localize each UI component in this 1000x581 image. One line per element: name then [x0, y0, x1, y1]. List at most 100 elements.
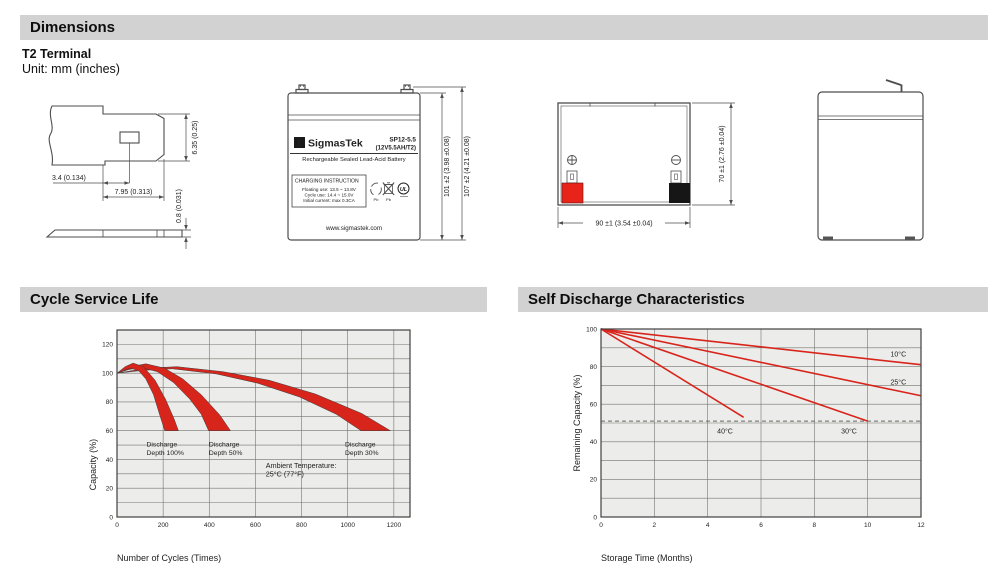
- positive-terminal-block: [561, 182, 584, 204]
- tick-labels: 0 200 400 600 800 1000 1200 0 20 40 60 80 100 120: [102, 342, 401, 529]
- svg-text:10: 10: [864, 522, 872, 529]
- svg-text:800: 800: [296, 522, 307, 529]
- website: www.sigmastek.com: [325, 225, 382, 232]
- charging-instruction-box: CHARGING INSTRUCTION Floating use: 13.5 …: [291, 174, 367, 208]
- ul-label: UL: [400, 187, 408, 193]
- foot-right: [905, 236, 915, 240]
- tick-labels: 0 2 4 6 8 10 12 0 20 40 60 80 100: [586, 326, 925, 529]
- charging-line-2: Cycle use: 14.4 ~ 15.0V: [305, 193, 355, 198]
- dimension-arrows: [440, 87, 464, 240]
- brand-name: SigmasTek: [308, 138, 363, 150]
- plot-border: [600, 328, 922, 518]
- battery-side-view: [817, 79, 924, 241]
- dim-width: 90 ±1 (3.54 ±0.04): [595, 221, 652, 228]
- svg-text:0: 0: [593, 514, 597, 521]
- unit-note: Unit: mm (inches): [22, 62, 120, 76]
- capacity-band: [116, 362, 179, 431]
- terminal-side-bar: [45, 229, 183, 238]
- dimension-arrows: [558, 103, 733, 225]
- section-header-dimensions: Dimensions: [20, 15, 988, 40]
- side-lid-seam: [818, 115, 923, 120]
- y-axis-label: Remaining Capacity (%): [572, 374, 582, 471]
- svg-text:8: 8: [813, 522, 817, 529]
- battery-front-view: Σ SigmasTek SP12-5.5 (12V5.5AH/T2) Recha…: [287, 84, 471, 241]
- svg-text:60: 60: [106, 428, 114, 435]
- faston-tab-positive: [566, 170, 578, 184]
- svg-text:0: 0: [599, 522, 603, 529]
- terminal-tab-left: [295, 84, 309, 94]
- charging-line-3: Initial current: max 0.3CA: [303, 198, 356, 203]
- terminal-tab-right: [400, 84, 414, 94]
- svg-text:400: 400: [204, 522, 215, 529]
- foot-left: [823, 236, 833, 240]
- svg-text:200: 200: [158, 522, 169, 529]
- temperature-line: [600, 328, 868, 422]
- charging-line-1: Floating use: 13.5 ~ 13.8V: [302, 187, 357, 192]
- no-trash-pb-icon: [382, 182, 395, 196]
- dim-tab-height: 6.35 (0.25): [192, 121, 199, 155]
- self-discharge-chart: 10°C 25°C 30°C 40°C 0 2 4 6 8 10 12 0 20 40 60 80 100 Sto…: [572, 326, 925, 563]
- dimension-arrows: [103, 114, 188, 242]
- svg-text:1200: 1200: [387, 522, 402, 529]
- chart-annotation: Discharge Depth 30%: [345, 442, 379, 458]
- recycle-pb-icon: [370, 182, 382, 196]
- chart-annotation: Ambient Temperature: 25°C (77°F): [266, 461, 337, 479]
- svg-text:1000: 1000: [340, 522, 355, 529]
- svg-text:120: 120: [102, 342, 113, 349]
- terminal-type-label: T2 Terminal: [22, 47, 92, 61]
- dim-total-height: 107 ±2 (4.21 ±0.08): [464, 136, 471, 197]
- lid-seam: [288, 114, 420, 121]
- svg-text:600: 600: [250, 522, 261, 529]
- dim-hole-offset: 3.4 (0.134): [52, 175, 86, 182]
- dim-depth: 70 ±1 (2.76 ±0.04): [719, 125, 726, 182]
- section-header-cycle-service-life: Cycle Service Life: [20, 287, 487, 312]
- svg-text:60: 60: [590, 402, 598, 409]
- svg-text:12: 12: [917, 522, 925, 529]
- svg-text:80: 80: [590, 364, 598, 371]
- svg-text:2: 2: [653, 522, 657, 529]
- terminal-wire: [885, 79, 903, 92]
- dim-tab-length: 7.95 (0.313): [115, 189, 153, 196]
- svg-text:20: 20: [590, 477, 598, 484]
- terminal-plate-outline: [48, 105, 165, 166]
- svg-text:100: 100: [102, 370, 113, 377]
- model-spec: (12V5.5AH/T2): [376, 146, 416, 152]
- cycle-service-life-chart: 0 200 400 600 800 1000 1200 0 20 40 60 80 100 120 Disc…: [88, 329, 411, 563]
- chart-annotation: Discharge Depth 100%: [147, 442, 184, 458]
- temperature-line: [600, 328, 745, 419]
- faston-tab-negative: [670, 170, 682, 184]
- dimension-lines: [557, 102, 735, 228]
- dim-case-height: 101 ±2 (3.98 ±0.08): [444, 136, 451, 197]
- battery-subtitle: Rechargeable Sealed Lead-Acid Battery: [302, 157, 406, 163]
- pb-label-1: Pb: [374, 197, 380, 202]
- negative-terminal-block: [669, 183, 690, 203]
- y-axis-label: Capacity (%): [88, 439, 98, 491]
- series-label: 25°C: [891, 378, 907, 386]
- capacity-band: [116, 366, 391, 431]
- charging-title: CHARGING INSTRUCTION: [295, 179, 359, 185]
- terminal-detail-drawing: 3.4 (0.134) 7.95 (0.313) 6.35 (0.25) 0.8…: [45, 105, 199, 249]
- dimension-lines: [53, 113, 191, 249]
- brand-logo-icon: [294, 137, 305, 148]
- series-label: 10°C: [891, 350, 907, 358]
- svg-text:40: 40: [590, 439, 598, 446]
- svg-text:100: 100: [586, 326, 597, 333]
- model-number: SP12-5.5: [389, 137, 416, 144]
- x-axis-label: Number of Cycles (Times): [117, 553, 221, 563]
- plot-border: [116, 329, 411, 518]
- logo-glyph: Σ: [297, 138, 302, 148]
- dim-thickness: 0.8 (0.031): [176, 189, 183, 223]
- top-view-inner-wall: [560, 105, 688, 203]
- svg-text:20: 20: [106, 486, 114, 493]
- section-header-self-discharge: Self Discharge Characteristics: [518, 287, 988, 312]
- temperature-line: [600, 328, 922, 366]
- chart-annotation: Discharge Depth 50%: [209, 442, 243, 458]
- x-axis-label: Storage Time (Months): [601, 553, 693, 563]
- series-label: 40°C: [717, 427, 733, 435]
- dimension-lines: [413, 86, 466, 241]
- svg-text:40: 40: [106, 457, 114, 464]
- terminal-hole: [119, 131, 140, 144]
- battery-label: Σ SigmasTek SP12-5.5 (12V5.5AH/T2) Recha…: [290, 137, 418, 232]
- top-view-outline: [557, 102, 691, 206]
